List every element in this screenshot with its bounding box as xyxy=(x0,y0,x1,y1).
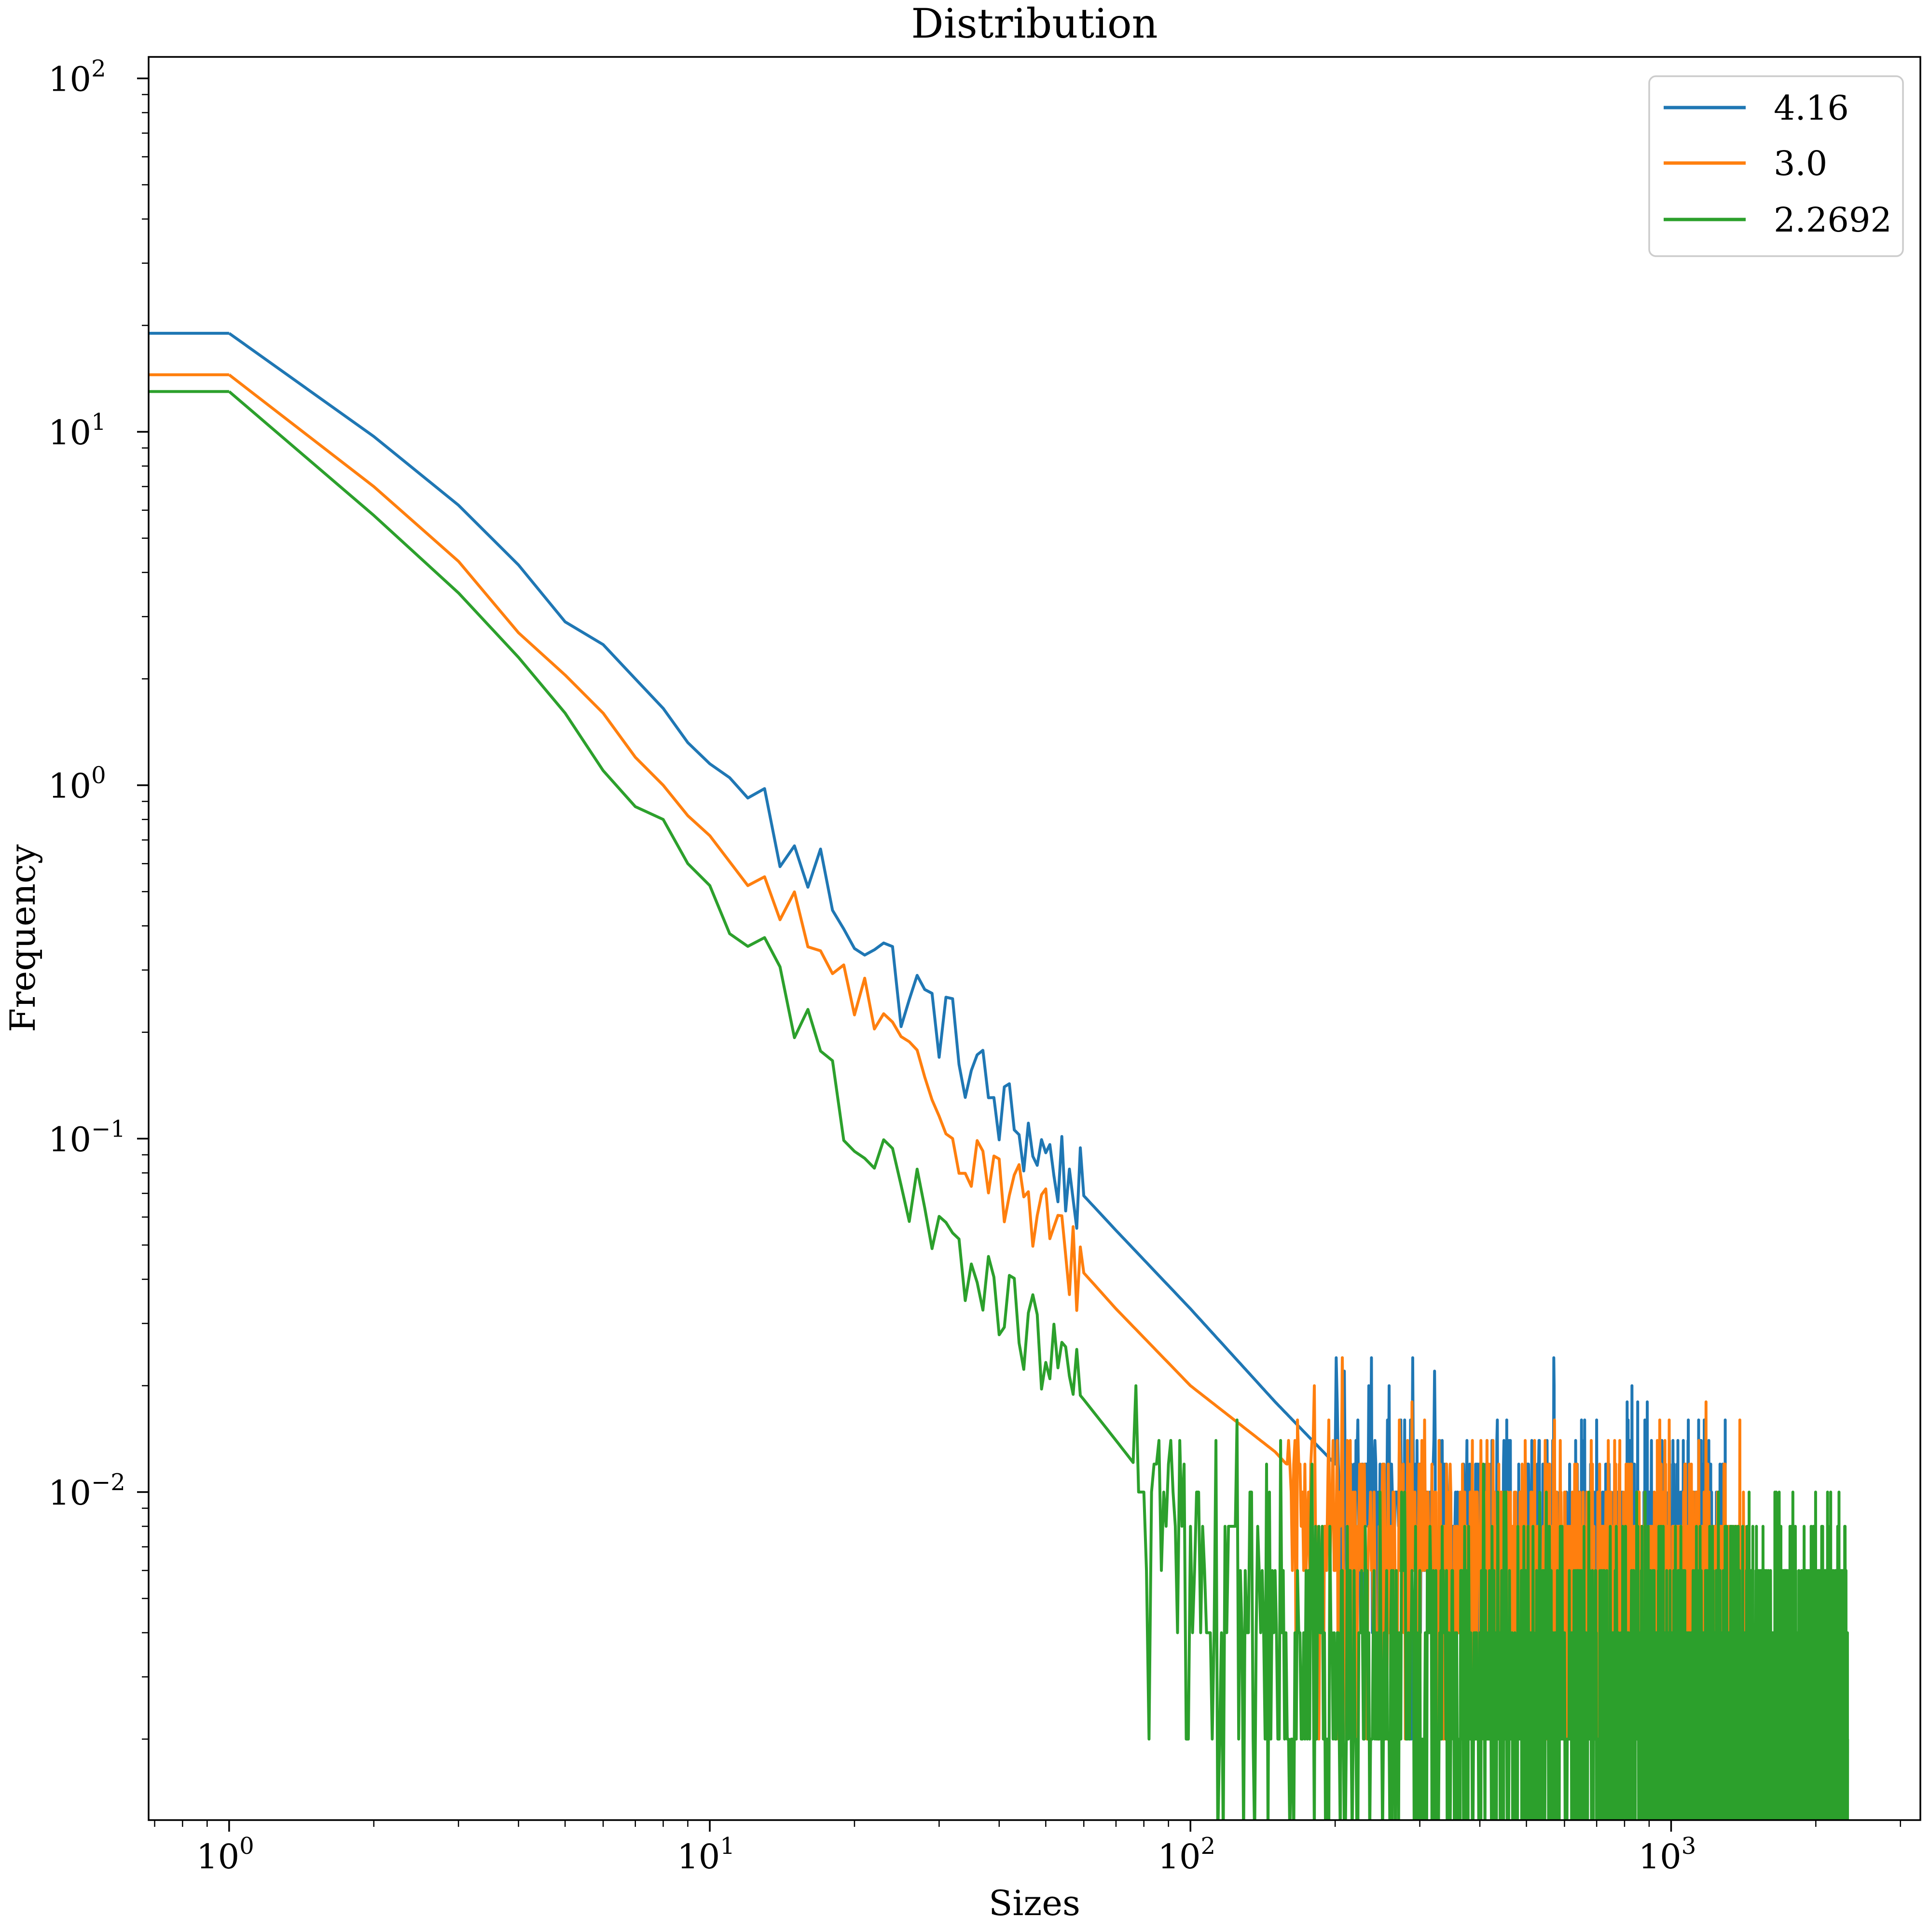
legend: 4.16 3.0 2.2692 xyxy=(1648,75,1904,257)
axes-layer: 100 101 102 103 102 101 100 10−1 10−2 xyxy=(48,55,1902,1877)
legend-label-1: 3.0 xyxy=(1774,144,1827,183)
x-tick-label: 101 xyxy=(677,1833,735,1877)
y-tick-label: 10−2 xyxy=(48,1469,125,1513)
legend-label-2: 2.2692 xyxy=(1774,200,1892,240)
legend-box xyxy=(1648,75,1904,257)
chart-title: Distribution xyxy=(911,0,1158,47)
series-line-2 xyxy=(228,390,1849,1820)
y-axis-label: Frequency xyxy=(2,844,43,1032)
plot-frame xyxy=(148,56,1921,1821)
x-tick-label: 100 xyxy=(196,1833,254,1877)
x-axis-label: Sizes xyxy=(989,1883,1080,1923)
series-layer xyxy=(149,331,1849,1820)
y-tick-label: 100 xyxy=(48,762,106,806)
legend-label-0: 4.16 xyxy=(1774,88,1849,128)
y-tick-label: 101 xyxy=(48,409,106,452)
y-tick-label: 102 xyxy=(48,55,106,99)
y-tick-label: 10−1 xyxy=(48,1115,125,1159)
x-tick-label: 103 xyxy=(1639,1833,1696,1877)
x-tick-label: 102 xyxy=(1158,1833,1215,1877)
